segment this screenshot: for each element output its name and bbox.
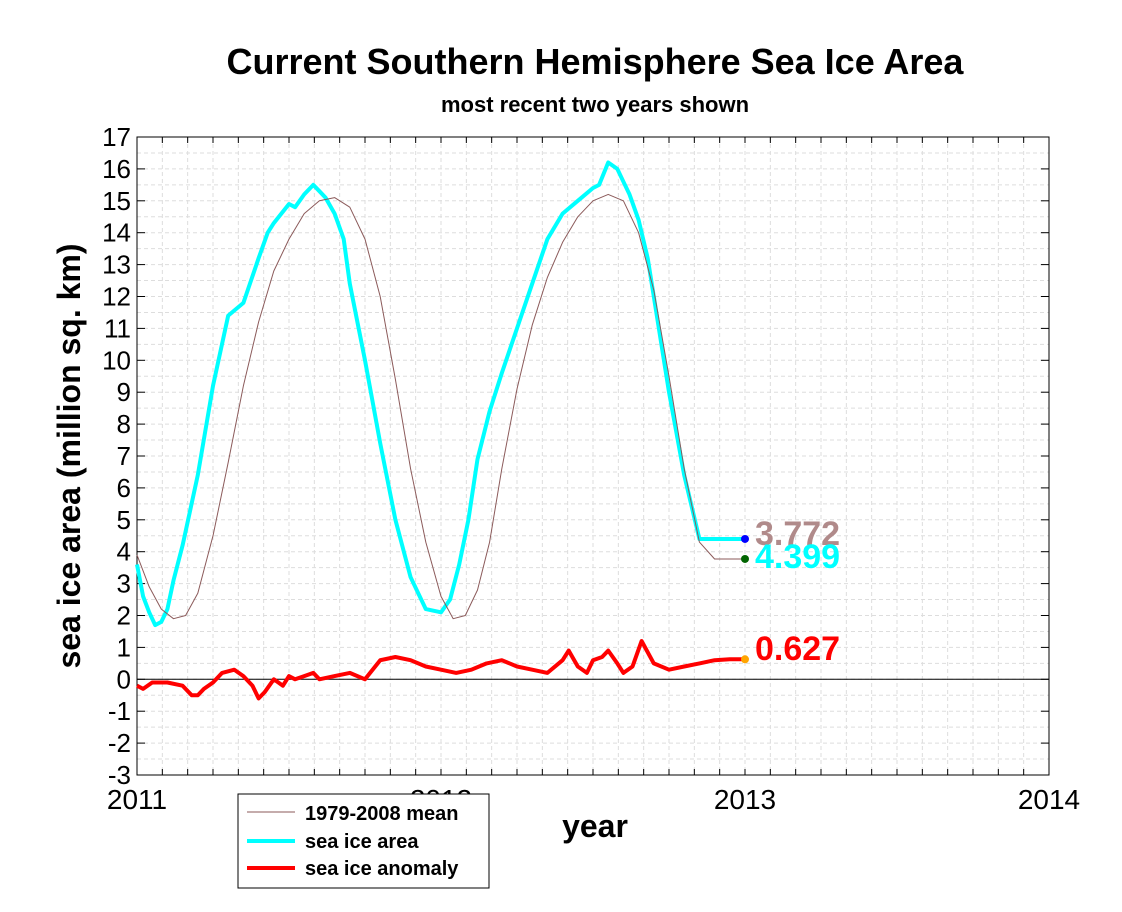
- y-tick-label: 7: [117, 441, 131, 471]
- legend-label-area: sea ice area: [305, 831, 419, 853]
- endpoint-markers: [741, 534, 749, 664]
- endpoint-label: 0.627: [755, 630, 840, 668]
- series-line-area: [135, 160, 742, 628]
- y-tick-label: 10: [102, 345, 131, 375]
- y-tick-label: 14: [102, 218, 131, 248]
- endpoint-marker: [741, 534, 749, 543]
- legend-label-anomaly: sea ice anomaly: [305, 858, 459, 880]
- y-tick-label: 5: [117, 505, 131, 535]
- series-line-anomaly: [136, 639, 745, 701]
- x-axis-label: year: [562, 808, 628, 844]
- y-tick-label: 15: [102, 186, 131, 216]
- axis-ticks: [136, 136, 1050, 776]
- y-tick-label: -2: [108, 728, 131, 758]
- endpoint-label: 4.399: [755, 538, 840, 576]
- chart-title: Current Southern Hemisphere Sea Ice Area: [227, 41, 965, 82]
- y-tick-label: 8: [117, 409, 131, 439]
- x-tick-label: 2013: [714, 784, 776, 815]
- y-tick-label: 4: [117, 537, 131, 567]
- y-tick-label: 9: [117, 377, 131, 407]
- y-tick-label: 12: [102, 282, 131, 312]
- x-tick-label: 2014: [1018, 784, 1080, 815]
- y-tick-label: 1: [117, 632, 131, 662]
- y-axis-label: sea ice area (million sq. km): [51, 243, 87, 668]
- y-tick-label: 17: [102, 122, 131, 152]
- legend: 1979-2008 mean sea ice area sea ice anom…: [237, 793, 490, 889]
- y-tick-label: 11: [104, 313, 131, 343]
- endpoint-marker: [741, 554, 749, 563]
- series: [135, 160, 745, 701]
- y-tick-label: -1: [108, 696, 131, 726]
- y-tick-label: 16: [102, 154, 131, 184]
- endpoint-label: 3.772: [755, 515, 840, 553]
- y-tick-label: 13: [102, 250, 131, 280]
- y-tick-label: 6: [117, 473, 131, 503]
- y-tick-label: 2: [117, 601, 131, 631]
- endpoint-marker: [741, 655, 749, 664]
- y-tick-label: -3: [108, 760, 131, 790]
- x-tick-label: 2011: [107, 784, 167, 815]
- y-tick-label: 0: [117, 664, 131, 694]
- grid: [136, 136, 1050, 776]
- y-tick-label: 3: [117, 569, 131, 599]
- series-line-mean: [136, 193, 745, 620]
- legend-label-mean: 1979-2008 mean: [305, 803, 458, 825]
- chart-subtitle: most recent two years shown: [441, 92, 749, 117]
- plot-frame: [136, 136, 1050, 776]
